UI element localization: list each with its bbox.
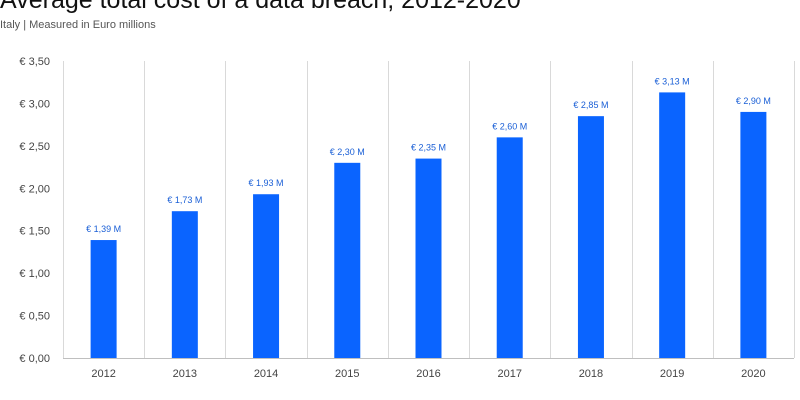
data-labels: € 1,39 M € 1,73 M € 1,93 M € 2,30 M € 2,35 M… xyxy=(86,76,771,234)
grid-lines xyxy=(63,61,795,358)
x-tick-label: 2020 xyxy=(741,368,765,380)
y-tick-label: € 3,00 xyxy=(19,98,50,110)
bars xyxy=(90,92,767,359)
chart-subtitle: Italy | Measured in Euro millions xyxy=(0,19,156,31)
y-tick-label: € 1,50 xyxy=(19,226,50,238)
bar-2017 xyxy=(496,137,523,358)
x-tick-label: 2014 xyxy=(254,368,278,380)
y-tick-label: € 3,50 xyxy=(19,56,50,68)
data-label: € 1,39 M xyxy=(86,224,121,234)
x-tick-label: 2015 xyxy=(335,368,359,380)
x-tick-label: 2017 xyxy=(497,368,521,380)
y-tick-label: € 0,50 xyxy=(19,311,50,323)
bar-2019 xyxy=(659,92,686,358)
bar-2014 xyxy=(253,194,280,358)
bar-2012 xyxy=(90,240,117,358)
x-tick-label: 2019 xyxy=(660,368,684,380)
x-tick-label: 2013 xyxy=(173,368,197,380)
data-label: € 3,13 M xyxy=(655,76,690,86)
data-label: € 2,60 M xyxy=(492,121,527,131)
bar-2018 xyxy=(577,116,604,359)
data-label: € 1,93 M xyxy=(249,178,284,188)
y-tick-label: € 2,50 xyxy=(19,141,50,153)
x-tick-label: 2012 xyxy=(91,368,115,380)
y-tick-label: € 1,00 xyxy=(19,268,50,280)
data-label: € 2,85 M xyxy=(573,100,608,110)
x-axis: 2012 2013 2014 2015 2016 2017 2018 2019 2020 xyxy=(63,358,794,380)
y-axis: € 0,00 € 0,50 € 1,00 € 1,50 € 2,00 € 2,50 € 3,… xyxy=(19,56,50,365)
data-label: € 2,90 M xyxy=(736,96,771,106)
bar-2013 xyxy=(171,211,198,358)
x-tick-label: 2018 xyxy=(579,368,603,380)
x-tick-label: 2016 xyxy=(416,368,440,380)
y-tick-label: € 2,00 xyxy=(19,183,50,195)
y-tick-label: € 0,00 xyxy=(19,353,50,365)
chart-title: Average total cost of a data breach, 201… xyxy=(0,0,521,14)
data-label: € 2,35 M xyxy=(411,143,446,153)
data-label: € 1,73 M xyxy=(167,195,202,205)
bar-2016 xyxy=(415,158,442,358)
data-label: € 2,30 M xyxy=(330,147,365,157)
bar-2020 xyxy=(740,111,767,359)
bar-2015 xyxy=(334,162,361,358)
